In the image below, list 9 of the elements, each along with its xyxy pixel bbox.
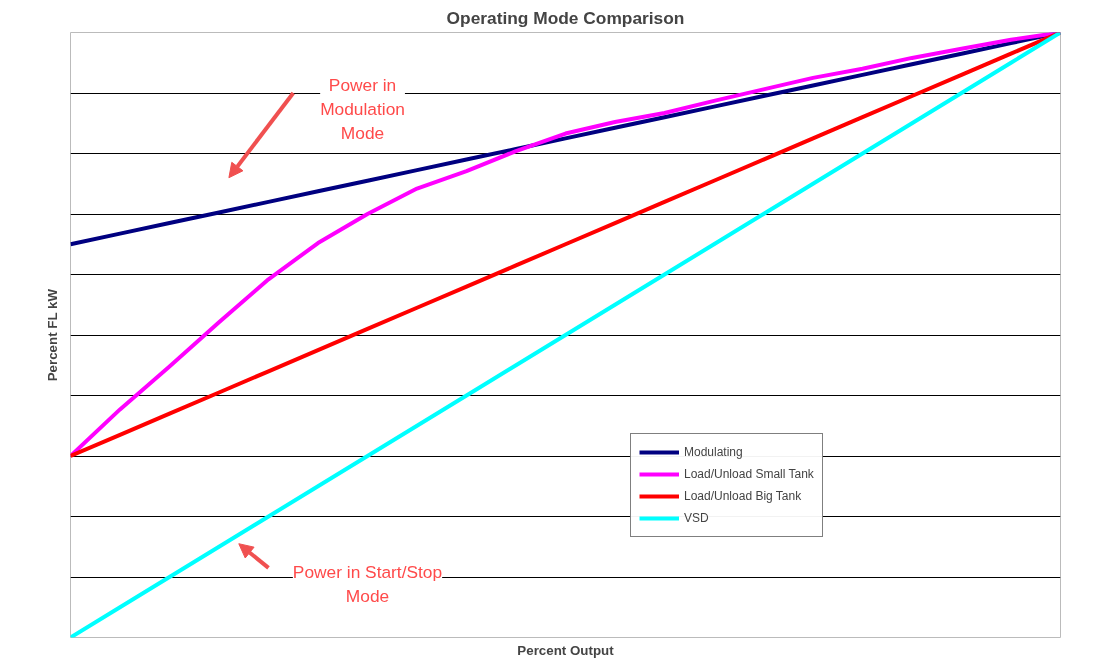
annotation: Power in Modulation Mode (320, 74, 405, 143)
legend-label: Modulating (684, 445, 743, 459)
annotation: Power in Start/Stop Mode (292, 561, 443, 606)
x-axis-title: Percent Output (517, 642, 615, 658)
legend-label: VSD (684, 511, 709, 525)
legend-label: Load/Unload Small Tank (684, 467, 814, 481)
legend-label: Load/Unload Big Tank (684, 489, 802, 503)
y-axis-title: Percent FL kW (44, 288, 60, 382)
chart-title: Operating Mode Comparison (446, 7, 685, 28)
